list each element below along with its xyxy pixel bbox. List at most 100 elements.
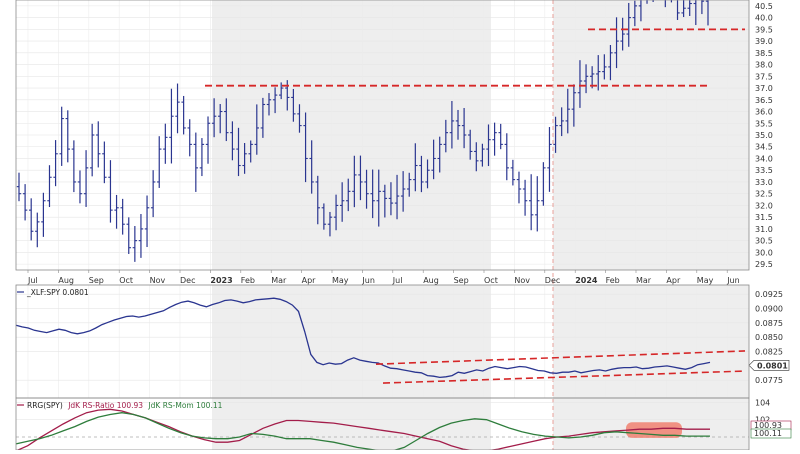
ohlc-bar bbox=[175, 83, 180, 134]
ohlc-bar bbox=[303, 112, 308, 183]
ohlc-bar bbox=[120, 198, 125, 235]
ohlc-bar bbox=[425, 159, 430, 189]
ohlc-bar bbox=[559, 107, 564, 137]
ohlc-bar bbox=[480, 143, 485, 167]
ohlc-bar bbox=[449, 100, 455, 149]
ratio-legend-text: _XLF:SPY 0.0801 bbox=[26, 288, 89, 297]
ohlc-bar bbox=[236, 127, 241, 177]
ohlc-bar bbox=[83, 150, 89, 207]
ohlc-bar bbox=[138, 214, 144, 258]
price-axis: 29.5 30.0 30.5 31.0 31.5 32.0 32.5 33.0 33.5 34.0… bbox=[755, 2, 773, 269]
price-tick-label: 31.5 bbox=[755, 213, 773, 222]
price-tick-label: 36.5 bbox=[755, 96, 773, 105]
ohlc-bar bbox=[583, 64, 589, 94]
ohlc-bar bbox=[150, 170, 156, 218]
price-tick-label: 35.5 bbox=[755, 119, 773, 128]
price-tick-label: 37.0 bbox=[755, 84, 773, 93]
rrg-last-value: 100.93 bbox=[754, 421, 782, 430]
rrg-tick-label: 104 bbox=[755, 398, 770, 407]
ohlc-bar bbox=[346, 178, 351, 212]
zone-2023-rrg bbox=[212, 398, 491, 450]
price-tick-label: 36.0 bbox=[755, 108, 773, 117]
ohlc-bar bbox=[431, 139, 436, 180]
ohlc-bar bbox=[108, 160, 113, 223]
ohlc-bar bbox=[181, 95, 186, 135]
rrg-legend-prefix: RRG(SPY) bbox=[27, 401, 63, 410]
ratio-series bbox=[15, 297, 746, 384]
ohlc-bar bbox=[510, 159, 516, 186]
ratio-line bbox=[15, 297, 711, 379]
ohlc-bar bbox=[701, 0, 705, 15]
ohlc-bar bbox=[321, 203, 327, 230]
ohlc-bar bbox=[693, 0, 697, 26]
x-tick-label: Jun bbox=[361, 276, 375, 285]
x-tick-label: Feb bbox=[606, 276, 620, 285]
ohlc-bar bbox=[681, 0, 686, 18]
ohlc-bar bbox=[248, 140, 253, 163]
ohlc-bar bbox=[35, 212, 40, 248]
ohlc-bar bbox=[157, 136, 162, 188]
ohlc-bar bbox=[388, 182, 394, 216]
svg-text:RRG(SPY) JdK RS-Ratio 10: RRG(SPY) JdK RS-Ratio 100.93 JdK RS-Mom … bbox=[27, 401, 223, 410]
price-gridlines bbox=[16, 0, 749, 270]
price-tick-label: 34.0 bbox=[755, 154, 773, 163]
rrg-legend-mom: JdK RS-Mom 100.11 bbox=[147, 401, 222, 410]
ratio-tick-label: 0.0875 bbox=[755, 319, 783, 328]
ohlc-bar bbox=[266, 93, 272, 116]
ohlc-bar bbox=[28, 198, 34, 241]
ohlc-bar bbox=[443, 119, 449, 153]
ratio-tick-label: 0.0850 bbox=[755, 333, 783, 342]
price-tick-label: 31.0 bbox=[755, 225, 773, 234]
ohlc-bar bbox=[22, 184, 28, 221]
price-bars bbox=[16, 0, 709, 262]
ohlc-bar bbox=[400, 171, 406, 212]
ohlc-bar bbox=[291, 88, 296, 122]
ohlc-bar bbox=[89, 123, 95, 177]
x-tick-label: Aug bbox=[58, 276, 74, 285]
x-tick-label: Oct bbox=[484, 276, 498, 285]
ohlc-bar bbox=[199, 138, 205, 177]
ohlc-bar bbox=[596, 55, 601, 91]
x-tick-label: Apr bbox=[302, 276, 317, 285]
ohlc-bar bbox=[224, 98, 229, 142]
ohlc-bar bbox=[547, 127, 552, 192]
x-axis: Jul Aug Sep Oct Nov Dec 2023 Feb Mar Apr May Jun Jul… bbox=[27, 270, 740, 285]
ohlc-bar bbox=[169, 88, 174, 164]
price-tick-label: 38.0 bbox=[755, 61, 773, 70]
price-tick-label: 37.5 bbox=[755, 72, 773, 81]
ratio-gridlines bbox=[16, 285, 749, 398]
ohlc-bar bbox=[309, 140, 314, 194]
price-levels bbox=[205, 0, 745, 450]
ohlc-bar bbox=[260, 97, 266, 138]
ohlc-bar bbox=[297, 104, 302, 133]
ratio-last-value: 0.0801 bbox=[757, 361, 788, 370]
price-tick-label: 40.0 bbox=[755, 14, 773, 23]
x-tick-label: Oct bbox=[119, 276, 133, 285]
x-tick-label: May bbox=[697, 276, 714, 285]
price-tick-label: 39.0 bbox=[755, 37, 773, 46]
ohlc-bar bbox=[193, 132, 199, 192]
ohlc-bar bbox=[211, 98, 217, 138]
price-tick-label: 38.5 bbox=[755, 49, 773, 58]
ohlc-bar bbox=[535, 176, 540, 232]
x-tick-label: Nov bbox=[514, 276, 530, 285]
price-tick-label: 32.0 bbox=[755, 201, 773, 210]
ohlc-bar bbox=[528, 174, 534, 231]
price-tick-label: 35.0 bbox=[755, 131, 773, 140]
price-tick-label: 39.5 bbox=[755, 25, 773, 34]
ohlc-bar bbox=[187, 119, 192, 157]
ohlc-bar bbox=[620, 17, 625, 51]
ratio-axis: 0.0925 0.0900 0.0875 0.0850 0.0825 0.0775 0.08… bbox=[748, 290, 790, 385]
ohlc-bar bbox=[114, 194, 119, 229]
rrg-last-value: 100.11 bbox=[754, 429, 782, 438]
ohlc-bar bbox=[407, 172, 412, 197]
rrg-series bbox=[15, 408, 710, 452]
ohlc-bar bbox=[468, 129, 473, 160]
ohlc-bar bbox=[516, 171, 522, 204]
ohlc-bar bbox=[47, 165, 52, 208]
ohlc-bar bbox=[626, 2, 631, 47]
ratio-tick-label: 0.0775 bbox=[755, 376, 783, 385]
ohlc-bar bbox=[632, 0, 638, 27]
ohlc-bar bbox=[589, 66, 595, 89]
